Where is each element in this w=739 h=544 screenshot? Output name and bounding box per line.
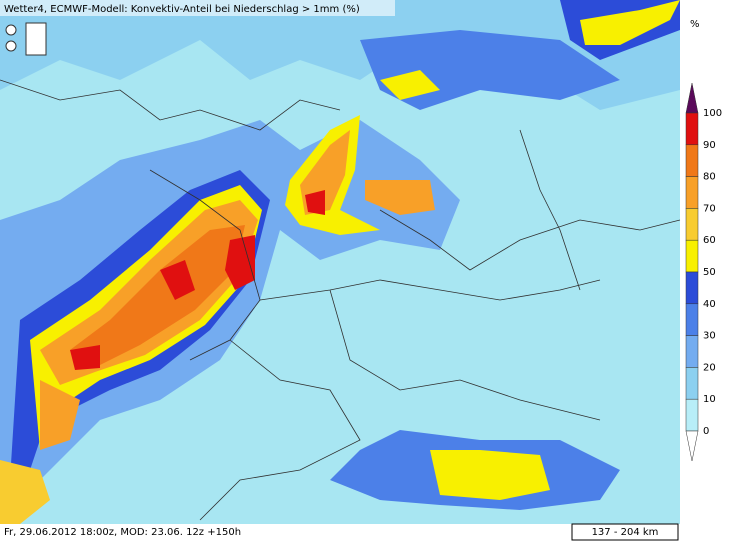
legend-label: 10: [703, 394, 716, 405]
legend-label: 20: [703, 362, 716, 373]
pan-control[interactable]: [25, 22, 47, 56]
zoom-in[interactable]: [5, 24, 17, 36]
legend-label: 100: [703, 108, 722, 119]
legend-swatch: [685, 112, 699, 146]
scale-label: 137 - 204 km: [592, 527, 659, 538]
legend-top-arrow: [685, 82, 699, 114]
legend-label: 90: [703, 140, 716, 151]
legend-label: 40: [703, 299, 716, 310]
legend-swatch: [685, 176, 699, 209]
time-label: Fr, 29.06.2012 18:00z, MOD: 23.06. 12z +…: [4, 527, 241, 538]
legend-label: 30: [703, 331, 716, 342]
legend-label: 60: [703, 235, 716, 246]
scale-box: [571, 523, 679, 541]
footer-bar: [0, 524, 739, 544]
legend-swatch: [685, 271, 699, 305]
legend-swatch: [685, 335, 699, 368]
borders: [0, 79, 681, 521]
zoom-out[interactable]: [5, 40, 17, 52]
legend-swatch: [685, 208, 699, 241]
precip-field: [0, 0, 680, 524]
legend-label: 80: [703, 172, 716, 183]
legend-label: 70: [703, 203, 716, 214]
legend-unit: %: [690, 19, 700, 30]
title-bg: [0, 0, 395, 16]
zoom-controls[interactable]: [5, 22, 47, 56]
legend-swatch: [685, 367, 699, 400]
legend-label: 0: [703, 426, 709, 437]
legend-swatch: [685, 303, 699, 336]
map-title: Wetter4, ECMWF-Modell: Konvektiv-Anteil …: [4, 4, 360, 15]
legend-bottom-arrow: [685, 430, 699, 462]
legend-swatch: [685, 398, 699, 432]
legend-label: 50: [703, 267, 716, 278]
legend-swatch: [685, 239, 699, 273]
legend-swatch: [685, 144, 699, 177]
